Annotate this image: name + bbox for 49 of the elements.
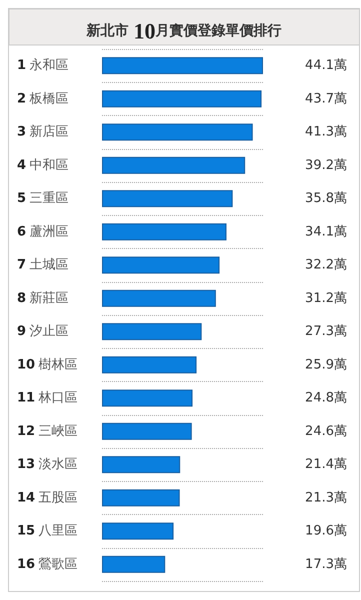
bar [102, 124, 253, 141]
y-tick-label: 3 新店區 [17, 124, 68, 140]
chart-title: 新北市 10月實價登錄單價排行 [86, 18, 282, 44]
data-label: 32.2萬 [305, 258, 347, 273]
bar [102, 456, 180, 474]
data-label: 21.3萬 [305, 490, 347, 506]
data-label: 19.6萬 [305, 524, 347, 539]
y-tick-label: 4 中和區 [17, 158, 68, 173]
bar [102, 556, 166, 573]
bar [102, 223, 226, 240]
data-label: 44.1萬 [305, 58, 347, 74]
y-tick-label: 2 板橋區 [17, 91, 68, 106]
bar [102, 256, 220, 274]
bar [102, 390, 193, 407]
data-label: 21.4萬 [305, 457, 347, 472]
y-tick-label: 12 三峽區 [17, 424, 78, 439]
y-tick-label: 11 林口區 [17, 390, 78, 406]
y-tick-label: 1 永和區 [17, 57, 68, 74]
y-tick-label: 9 汐止區 [17, 324, 68, 340]
data-label: 34.1萬 [305, 224, 347, 240]
bar [102, 190, 233, 208]
y-tick-label: 7 土城區 [17, 258, 68, 273]
data-label: 17.3萬 [305, 556, 347, 572]
bar [102, 323, 202, 340]
bar [102, 489, 180, 506]
bar [102, 57, 263, 74]
data-label: 43.7萬 [305, 91, 347, 106]
data-label: 27.3萬 [305, 324, 347, 340]
data-label: 24.6萬 [305, 424, 347, 439]
data-label: 41.3萬 [305, 124, 347, 140]
bar [102, 422, 192, 440]
y-tick-label: 6 蘆洲區 [17, 224, 68, 240]
y-tick-label: 5 三重區 [17, 191, 68, 206]
data-label: 24.8萬 [305, 390, 347, 406]
y-tick-label: 14 五股區 [17, 490, 78, 506]
bar [102, 156, 246, 174]
y-tick-label: 15 八里區 [17, 524, 78, 539]
bar [102, 90, 262, 108]
y-tick-label: 13 淡水區 [17, 457, 78, 472]
bar [102, 356, 197, 374]
bar [102, 522, 174, 540]
data-label: 25.9萬 [305, 357, 347, 372]
y-tick-label: 16 鶯歌區 [17, 556, 78, 572]
data-label: 31.2萬 [305, 290, 347, 306]
data-label: 35.8萬 [305, 191, 347, 206]
y-tick-label: 10 樹林區 [17, 357, 78, 372]
bar [102, 290, 216, 307]
data-label: 39.2萬 [305, 158, 347, 173]
y-tick-label: 8 新莊區 [17, 290, 68, 306]
